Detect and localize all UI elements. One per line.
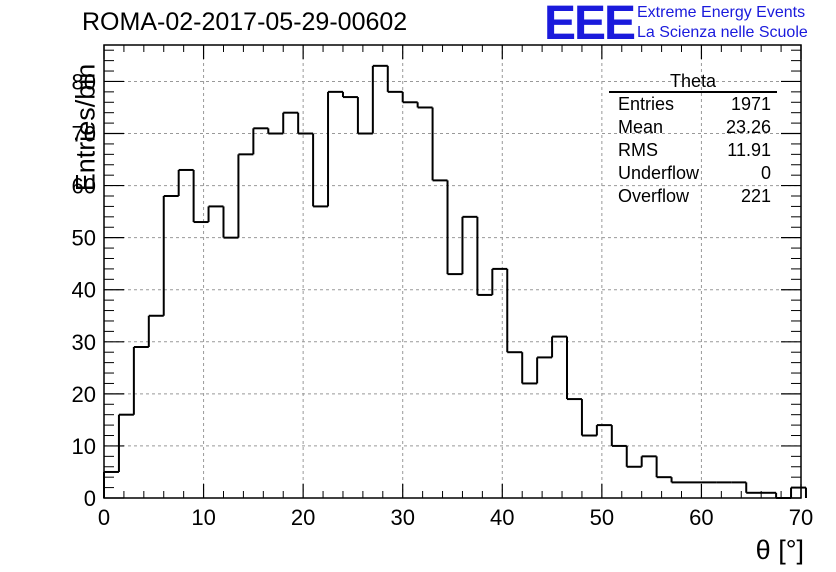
histogram-bin (566, 336, 582, 401)
x-tick-label: 30 (390, 505, 414, 530)
histogram-bin (147, 314, 164, 347)
histogram-bin (177, 168, 194, 196)
histogram-bin (775, 492, 792, 499)
stats-box: Theta Entries 1971 Mean 23.26 RMS 11.91 … (609, 72, 777, 208)
stats-title: Theta (609, 72, 777, 93)
stats-label: Entries (618, 94, 675, 114)
histogram-bin (267, 128, 284, 135)
histogram-bin (207, 205, 224, 223)
eee-logo: EEE (544, 0, 636, 50)
y-tick-label: 50 (72, 226, 96, 251)
y-tick-label: 40 (72, 278, 96, 303)
logo-text-line1: Extreme Energy Events (637, 4, 806, 21)
y-tick-label: 10 (72, 434, 96, 459)
histogram-bin (536, 356, 553, 384)
histogram-bin (356, 97, 373, 135)
tick-labels: 0 10 20 30 40 50 60 70 0 10 20 30 40 50 60 70 80 (72, 69, 814, 530)
histogram-bin (551, 335, 568, 358)
histogram-bin (222, 206, 239, 239)
histogram-bin (103, 470, 119, 498)
histogram-bin (416, 102, 433, 109)
stats-row-underflow: Underflow 0 (609, 162, 777, 185)
histogram-bin (670, 477, 687, 484)
stats-row-overflow: Overflow 221 (609, 185, 777, 208)
y-axis-label: Entries/bin (70, 63, 101, 192)
histogram-bin (192, 169, 209, 224)
histogram-bin (371, 64, 388, 134)
histogram-bin (327, 90, 343, 207)
histogram-bin (610, 425, 627, 447)
stats-value: 221 (740, 186, 771, 206)
histogram-bin (640, 455, 657, 467)
histogram-bin (446, 180, 463, 276)
histogram-bin (595, 424, 612, 436)
histogram-bin (580, 399, 597, 437)
stats-label: RMS (618, 140, 658, 160)
x-tick-label: 50 (590, 505, 614, 530)
histogram-bin (341, 91, 358, 99)
stats-value: 0 (760, 163, 771, 183)
axis-ticks (103, 45, 802, 499)
stats-value: 11.91 (727, 140, 771, 160)
histogram-bin (162, 195, 179, 316)
logo-text-line2: La Scienza nelle Scuole (637, 24, 808, 41)
stats-value: 23.26 (725, 117, 771, 137)
histogram-series (103, 64, 807, 499)
histogram-bin (431, 107, 448, 182)
stats-label: Overflow (618, 186, 690, 206)
histogram-bin (655, 456, 672, 479)
histogram-bin (491, 267, 508, 295)
histogram-bin (476, 216, 493, 296)
chart-title: ROMA-02-2017-05-29-00602 (82, 8, 408, 36)
stats-row-rms: RMS 11.91 (609, 139, 777, 162)
histogram-bin (386, 65, 403, 93)
y-tick-label: 30 (72, 330, 96, 355)
y-tick-label: 70 (72, 122, 96, 147)
histogram-bin (237, 153, 254, 238)
x-tick-label: 20 (291, 505, 315, 530)
histogram-bin (521, 352, 538, 385)
y-tick-label: 20 (72, 382, 96, 407)
stats-row-entries: Entries 1971 (609, 93, 777, 116)
histogram-bin (252, 127, 269, 155)
histogram-bin (790, 486, 806, 498)
x-tick-label: 70 (789, 505, 813, 530)
plot-frame (103, 44, 802, 499)
x-tick-label: 0 (98, 505, 110, 530)
histogram-bin (117, 413, 134, 472)
histogram-bin (506, 268, 523, 354)
stats-label: Mean (618, 117, 664, 137)
stats-label: Underflow (618, 163, 700, 183)
histogram-bin (461, 215, 478, 275)
y-tick-label: 0 (84, 486, 96, 511)
histogram-bin (282, 111, 299, 134)
y-tick-label: 60 (72, 174, 96, 199)
x-tick-label: 10 (191, 505, 215, 530)
y-tick-label: 80 (72, 69, 96, 94)
x-tick-label: 60 (689, 505, 713, 530)
histogram-bin (132, 346, 149, 415)
histogram-bin (745, 482, 762, 494)
stats-value: 1971 (730, 94, 771, 114)
histogram-bin (297, 112, 314, 135)
stats-row-mean: Mean 23.26 (609, 116, 777, 139)
grid-lines (104, 45, 801, 498)
histogram-bin (625, 445, 642, 468)
histogram-bin (401, 91, 418, 104)
histogram-bin (312, 133, 329, 208)
x-tick-label: 40 (490, 505, 514, 530)
x-axis-label: θ [°] (755, 535, 804, 565)
